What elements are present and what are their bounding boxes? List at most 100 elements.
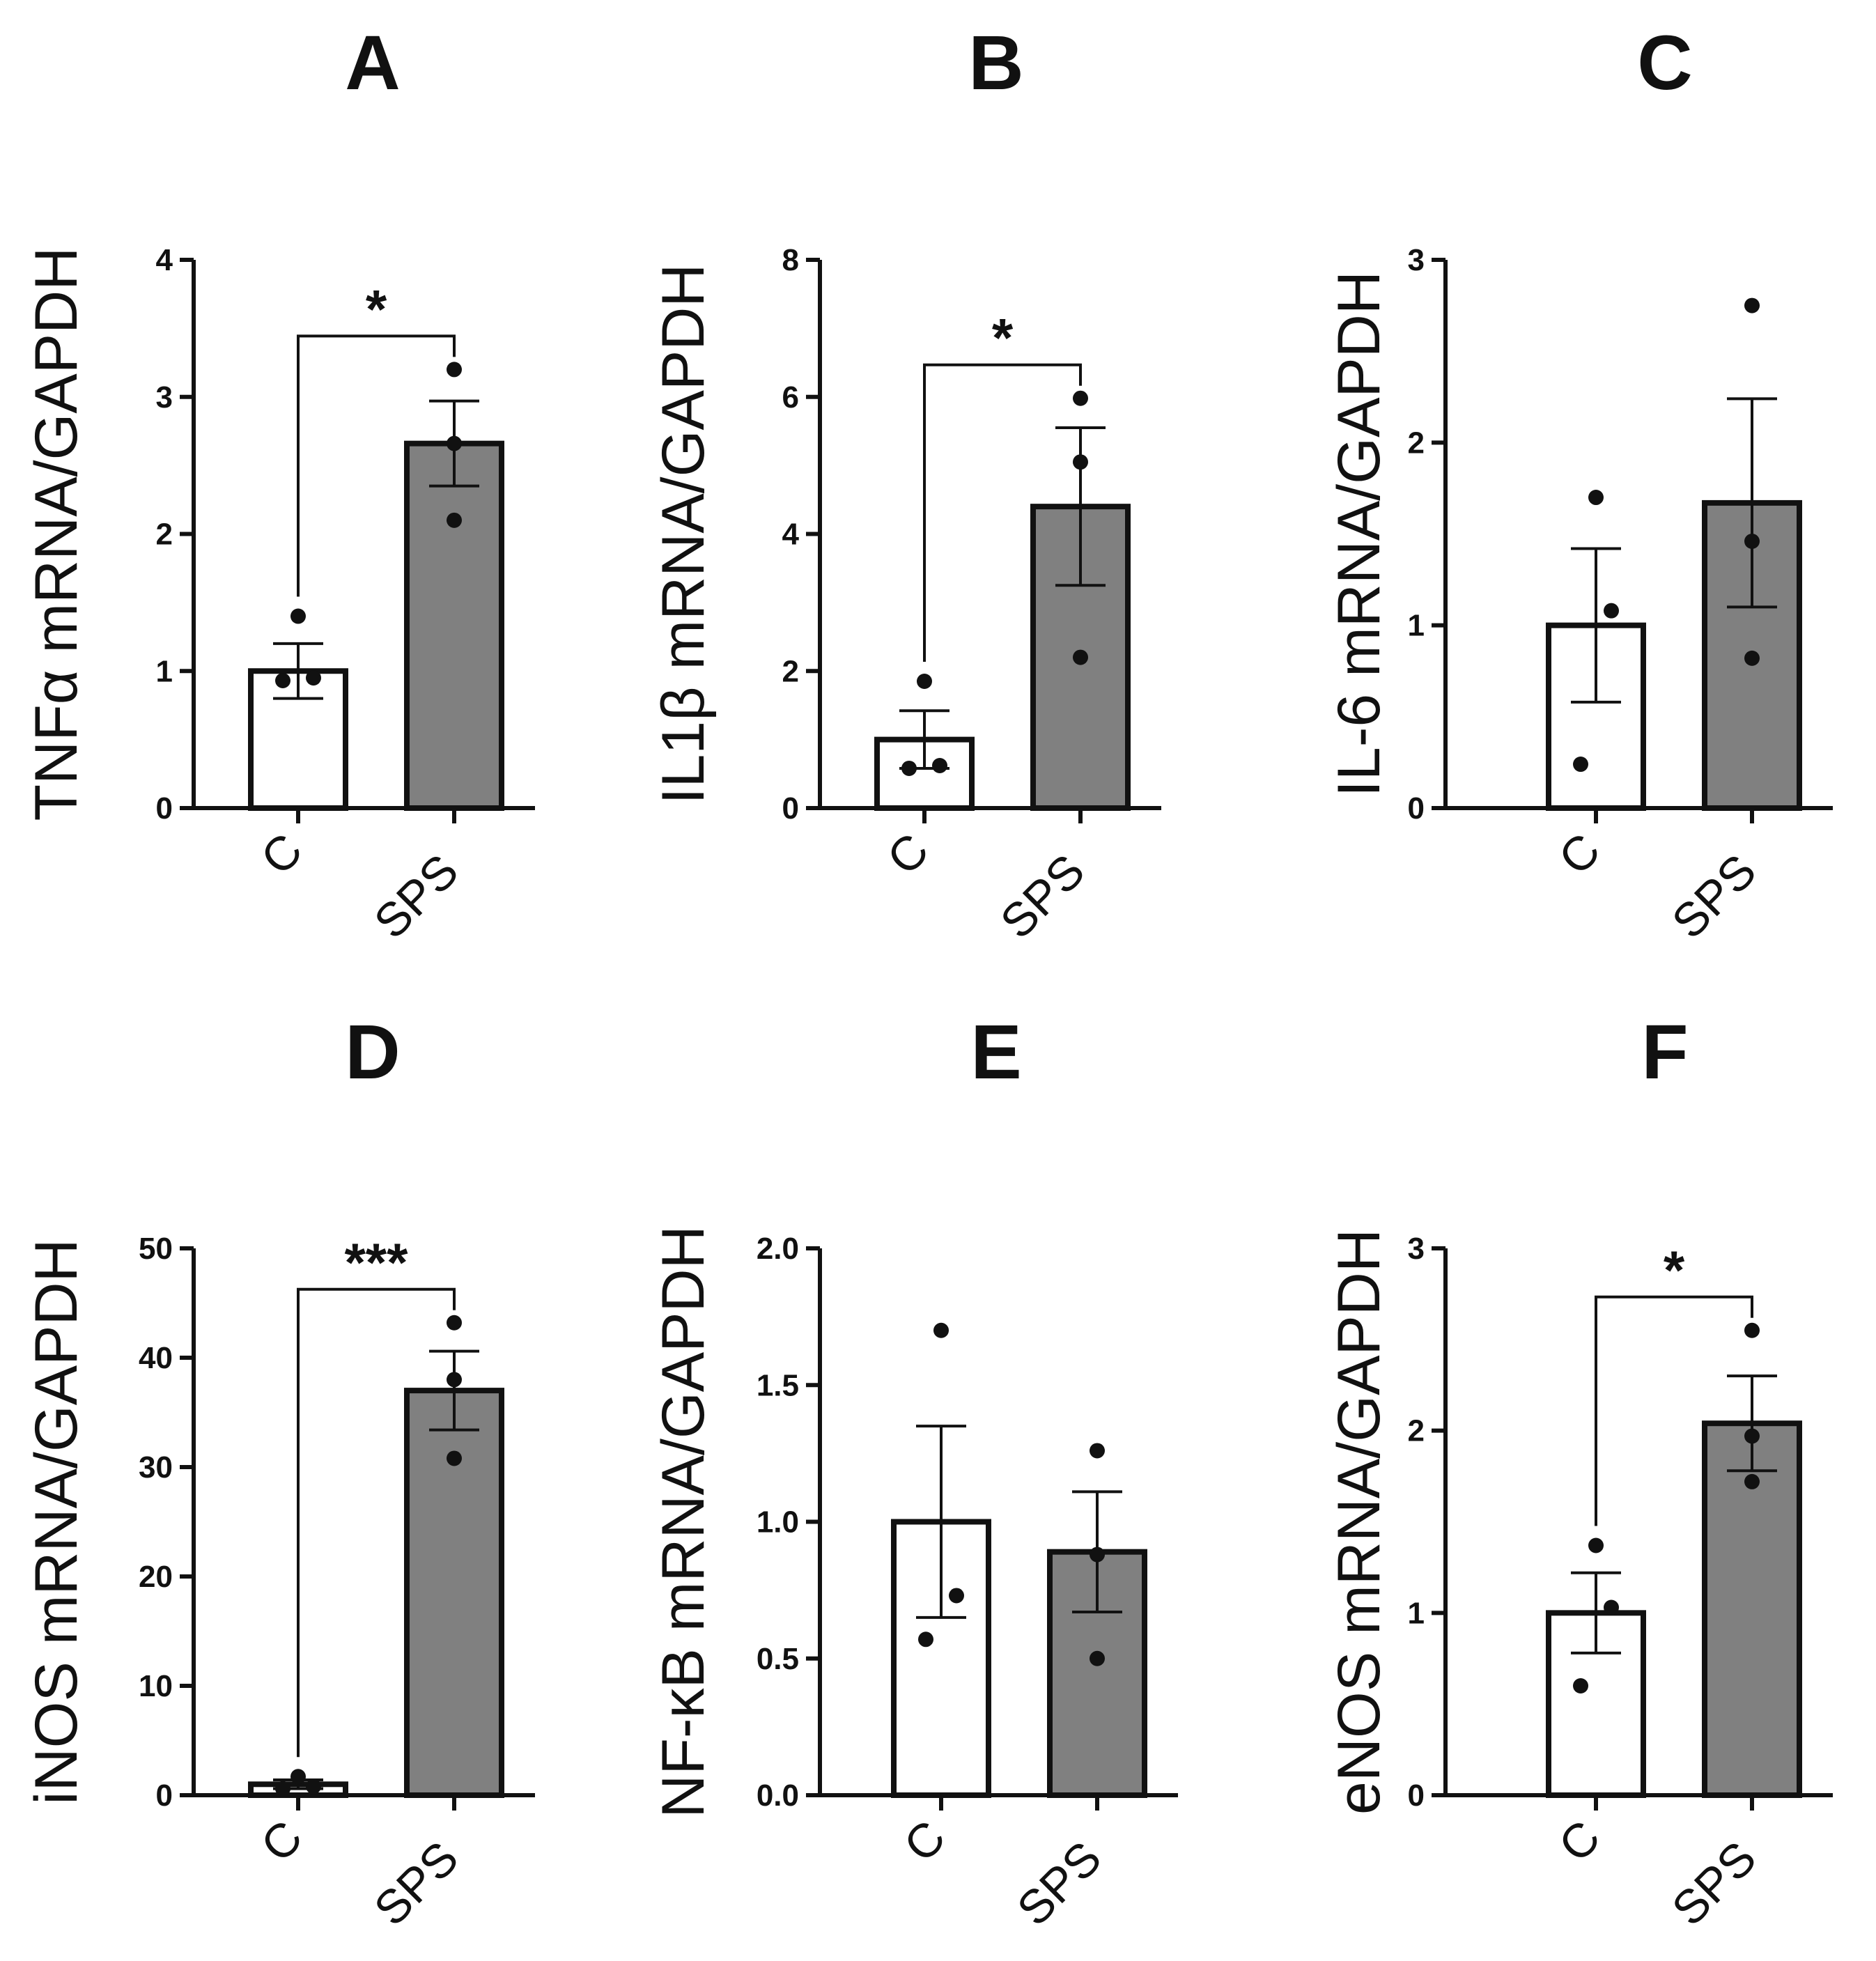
y-tick-label: 6 [782,380,799,414]
data-point [290,608,306,624]
category-label: SPS [991,844,1095,949]
category-label: C [251,1811,312,1872]
y-tick-label: 0 [1408,791,1425,826]
data-point [447,1450,462,1466]
bar-SPS [404,440,504,811]
y-tick-label: 0 [782,791,799,826]
category-label: C [877,823,938,885]
data-point [306,1778,321,1795]
category-label: C [894,1811,955,1872]
data-point [1604,1599,1619,1615]
y-tick-label: 2 [1408,426,1425,460]
panel-letter: C [1637,20,1692,106]
data-point [275,673,290,689]
panel-letter: D [345,1009,400,1095]
data-point [1744,533,1760,549]
data-point [447,362,462,378]
y-tick-label: 8 [782,243,799,277]
y-axis-label: iNOS mRNA/GAPDH [23,1239,90,1804]
data-point [918,1631,933,1648]
panel-C: C IL-6 mRNA/GAPDH 0 1 2 3 C SPS [1326,20,1833,949]
data-point [275,1781,290,1797]
category-label: SPS [364,1831,469,1936]
significance-bracket [1595,1295,1753,1526]
significance-label: * [992,307,1014,369]
y-tick-label: 3 [1408,1232,1425,1266]
y-tick-label: 20 [139,1560,173,1594]
significance-bracket [297,334,456,597]
data-point [1744,1473,1760,1489]
category-label: C [1549,1811,1610,1872]
y-tick-label: 3 [1408,243,1425,277]
panel-A: A TNFα mRNA/GAPDH 0 1 2 3 4 C SPS * [23,20,535,949]
data-point [290,1769,306,1785]
y-axis-label: eNOS mRNA/GAPDH [1326,1229,1393,1815]
y-tick-label: 1.0 [757,1505,799,1540]
significance-bracket [297,1287,456,1758]
data-point [1588,490,1604,506]
y-axis-label: IL1β mRNA/GAPDH [650,264,717,805]
data-point [447,512,462,528]
y-tick-label: 1 [1408,1596,1425,1630]
data-point [447,1372,462,1388]
y-tick-label: 0 [156,1778,173,1813]
panel-letter: A [345,20,400,106]
y-tick-label: 1.5 [757,1368,799,1402]
y-tick-label: 2.0 [757,1232,799,1266]
data-point [447,435,462,451]
data-point [901,760,917,776]
y-tick-label: 0.5 [757,1642,799,1676]
data-point [932,758,947,774]
data-point [1090,1650,1105,1666]
panel-letter: F [1641,1009,1688,1095]
data-point [1573,757,1588,773]
data-point [1744,297,1760,313]
panel-B: B IL1β mRNA/GAPDH 0 2 4 6 8 C SPS * [650,20,1161,949]
category-label: C [1549,823,1610,885]
panel-letter: B [968,20,1023,106]
y-tick-label: 4 [782,518,800,552]
significance-label: * [366,278,387,339]
y-tick-label: 40 [139,1341,173,1375]
category-label: C [251,823,312,885]
data-point [1073,649,1088,665]
category-label: SPS [1662,1831,1767,1936]
significance-label: *** [344,1232,408,1293]
y-tick-label: 2 [782,654,799,688]
data-point [447,1315,462,1331]
data-point [306,670,321,686]
data-point [1073,454,1088,470]
data-point [1090,1443,1105,1459]
y-tick-label: 3 [156,380,173,414]
y-tick-label: 10 [139,1669,173,1703]
data-point [1090,1547,1105,1563]
y-tick-label: 0 [1408,1778,1425,1813]
panel-letter: E [970,1009,1021,1095]
category-label: SPS [1662,844,1767,949]
y-tick-label: 30 [139,1450,173,1485]
data-point [933,1322,949,1338]
y-axis-label: IL-6 mRNA/GAPDH [1326,271,1393,797]
data-point [1604,603,1619,619]
data-point [1073,390,1088,406]
y-tick-label: 0 [156,791,173,826]
y-tick-label: 2 [156,518,173,552]
y-tick-label: 1 [1408,609,1425,643]
y-axis-label: TNFα mRNA/GAPDH [23,247,90,821]
category-label: SPS [1007,1831,1112,1936]
y-tick-label: 50 [139,1232,173,1266]
data-point [1573,1678,1588,1693]
data-point [917,674,932,690]
significance-bracket [923,363,1082,662]
data-point [949,1588,964,1604]
data-point [1744,1428,1760,1444]
data-point [1744,1322,1760,1338]
y-axis-label: NF-κB mRNA/GAPDH [650,1225,717,1817]
data-point [1744,650,1760,666]
y-tick-label: 4 [156,243,173,277]
significance-label: * [1664,1239,1685,1301]
data-point [1588,1537,1604,1553]
